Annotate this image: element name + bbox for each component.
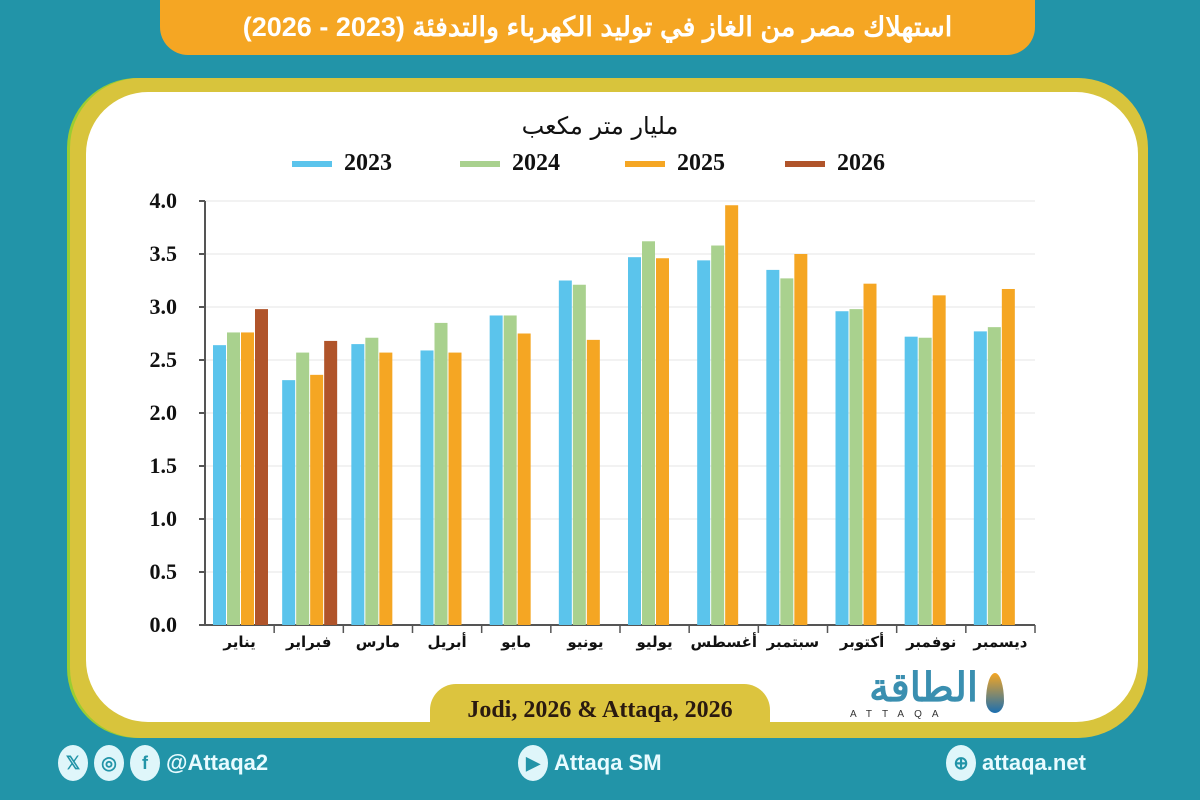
x-tick-label: ديسمبر: [972, 633, 1027, 651]
bar-2023-6: [558, 280, 572, 625]
x-tick-label: أكتوبر: [839, 632, 884, 651]
website-url: attaqa.net: [982, 750, 1086, 775]
bar-2024-11: [918, 337, 932, 625]
y-tick-label: 3.5: [150, 241, 178, 266]
x-tick-label: نوفمبر: [905, 633, 956, 651]
bar-2023-10: [835, 311, 849, 625]
source-label: Jodi, 2026 & Attaqa, 2026: [430, 684, 770, 736]
legend: 2023 2024 2025 2026: [0, 150, 1200, 180]
bar-2023-8: [697, 260, 711, 625]
x-tick-label: يوليو: [635, 633, 672, 651]
y-tick-label: 2.0: [150, 400, 178, 425]
y-tick-label: 1.5: [150, 453, 178, 478]
bar-2024-5: [503, 315, 517, 625]
legend-item-2026: 2026: [785, 150, 885, 177]
y-tick-label: 0.5: [150, 559, 178, 584]
x-tick-label: يناير: [222, 633, 255, 651]
bar-2023-1: [213, 345, 226, 625]
globe-icon: ⊕: [946, 745, 976, 781]
bar-2026-1: [255, 309, 268, 625]
website-link[interactable]: ⊕ attaqa.net: [946, 745, 1086, 781]
bar-2023-2: [282, 380, 296, 625]
bar-2025-5: [517, 333, 531, 625]
youtube-link[interactable]: ▶ Attaqa SM: [518, 745, 662, 781]
social-handle[interactable]: @Attaqa2: [166, 750, 269, 775]
y-tick-label: 0.0: [150, 612, 178, 637]
bar-2023-5: [489, 315, 503, 625]
bar-2025-4: [448, 352, 462, 625]
bar-2024-1: [227, 332, 240, 625]
bar-2024-8: [711, 245, 725, 625]
bar-2024-10: [849, 309, 863, 625]
bar-2023-9: [766, 269, 780, 625]
bar-2024-6: [572, 284, 586, 625]
bar-2024-4: [434, 322, 448, 625]
bar-2024-9: [780, 278, 794, 625]
x-tick-label: مايو: [500, 633, 531, 651]
legend-swatch: [625, 160, 665, 167]
facebook-icon[interactable]: f: [130, 745, 160, 781]
legend-label: 2026: [837, 150, 885, 176]
y-tick-label: 2.5: [150, 347, 178, 372]
legend-label: 2023: [344, 150, 392, 176]
y-tick-label: 1.0: [150, 506, 178, 531]
x-tick-label: فبراير: [285, 633, 331, 651]
y-axis-unit-label: مليار متر مكعب: [521, 112, 679, 140]
x-tick-label: سبتمبر: [766, 633, 820, 651]
x-tick-label: مارس: [356, 633, 400, 651]
legend-swatch: [292, 160, 332, 167]
bar-2025-11: [932, 295, 946, 625]
x-icon[interactable]: 𝕏: [58, 745, 88, 781]
bar-2023-11: [904, 336, 918, 625]
bar-2024-2: [296, 352, 310, 625]
bar-2025-2: [310, 374, 324, 625]
legend-label: 2024: [512, 150, 560, 176]
bar-2023-12: [973, 331, 987, 625]
x-tick-label: أغسطس: [691, 632, 757, 651]
drop-icon: [986, 673, 1004, 713]
bar-2025-12: [1001, 288, 1015, 625]
attaqa-logo: الطاقة ATTAQA: [838, 665, 1008, 725]
bar-2025-7: [656, 258, 669, 625]
bar-2026-2: [324, 340, 338, 625]
legend-item-2023: 2023: [292, 150, 392, 177]
bar-2024-3: [365, 337, 379, 625]
bar-2025-1: [241, 332, 254, 625]
bar-2023-7: [628, 257, 641, 625]
instagram-icon[interactable]: ◎: [94, 745, 124, 781]
x-tick-label: أبريل: [428, 632, 467, 651]
legend-label: 2025: [677, 150, 725, 176]
x-tick-label: يونيو: [566, 633, 603, 651]
y-tick-label: 3.0: [150, 294, 178, 319]
legend-item-2024: 2024: [460, 150, 560, 177]
legend-swatch: [460, 160, 500, 167]
chart-title: استهلاك مصر من الغاز في توليد الكهرباء و…: [160, 0, 1035, 55]
youtube-channel: Attaqa SM: [554, 750, 662, 775]
bar-2024-12: [987, 327, 1001, 625]
y-tick-label: 4.0: [150, 188, 178, 213]
bar-2025-3: [379, 352, 393, 625]
logo-text: الطاقة: [869, 666, 978, 710]
bar-2023-4: [420, 350, 434, 625]
bar-2024-7: [642, 241, 655, 625]
bar-2023-3: [351, 344, 365, 625]
legend-swatch: [785, 160, 825, 167]
logo-subtitle: ATTAQA: [850, 709, 949, 720]
bar-2025-9: [794, 254, 808, 625]
bar-2025-8: [725, 205, 739, 626]
legend-item-2025: 2025: [625, 150, 725, 177]
youtube-icon: ▶: [518, 745, 548, 781]
social-links: 𝕏 ◎ f @Attaqa2: [58, 745, 268, 781]
bar-2025-6: [586, 339, 600, 625]
bar-2025-10: [863, 283, 877, 625]
